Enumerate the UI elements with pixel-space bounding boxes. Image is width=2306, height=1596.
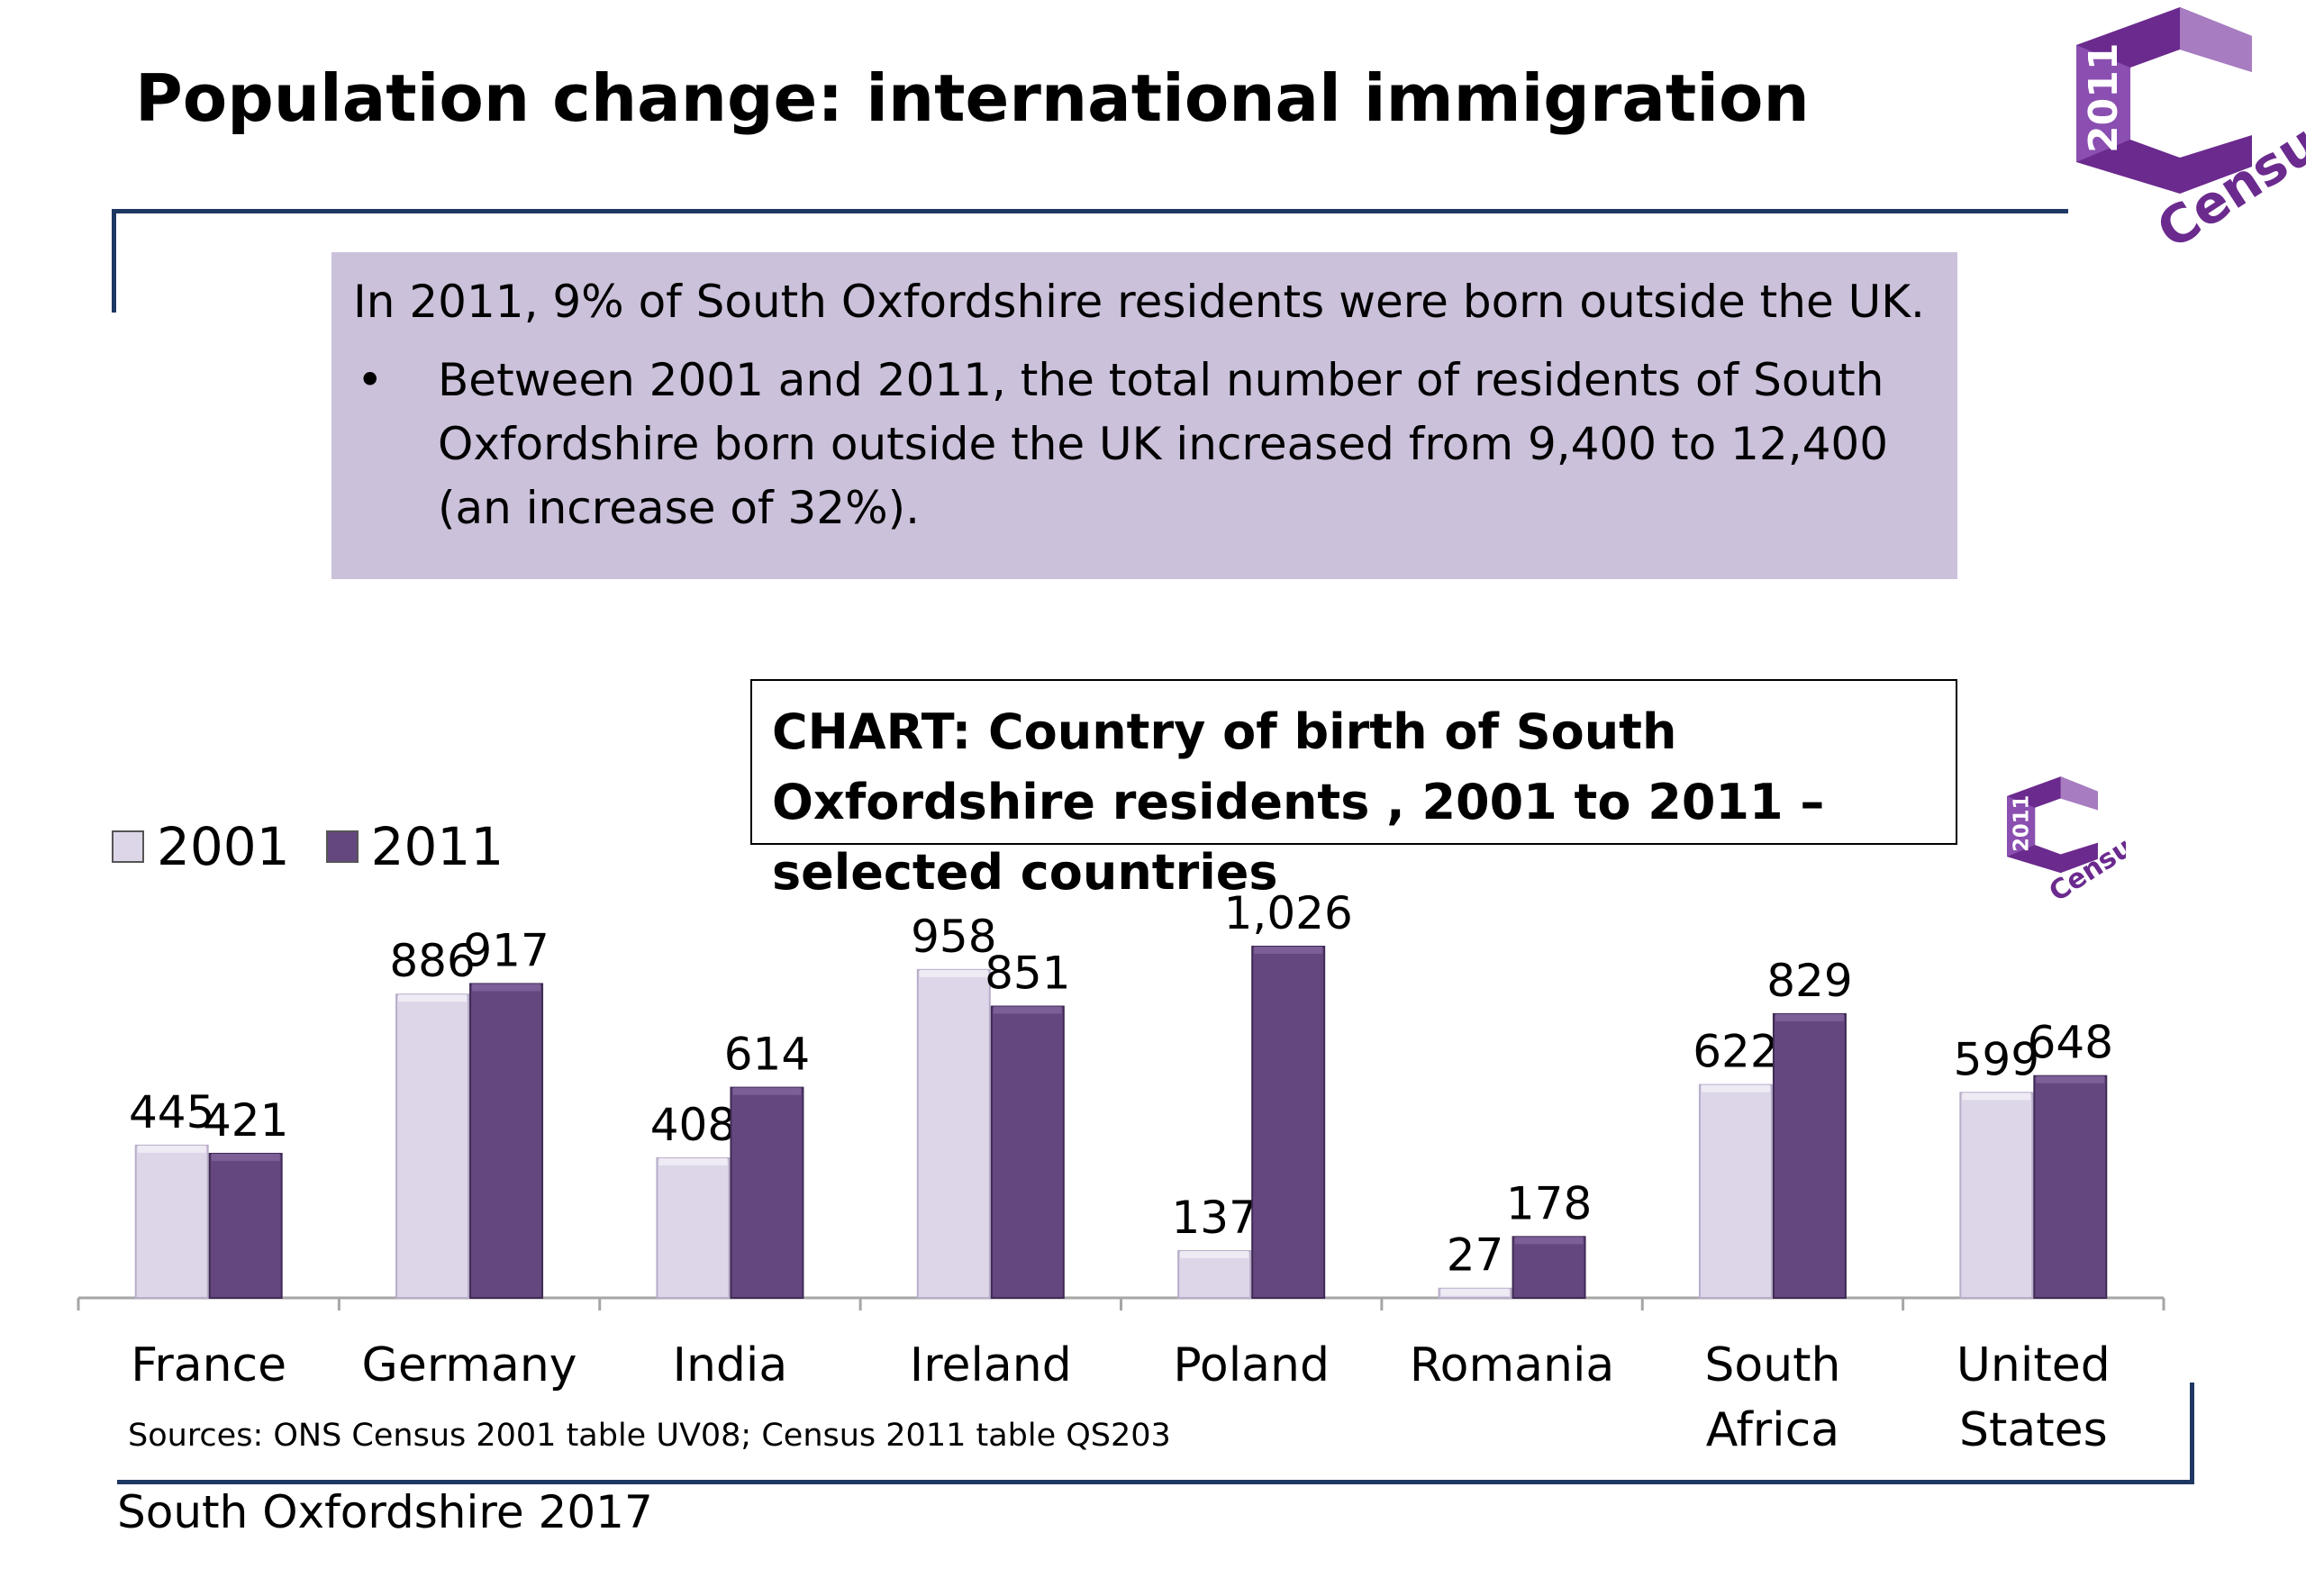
census-logo-small-c-shape [2007, 776, 2098, 874]
info-line: In 2011, 9% of South Oxfordshire residen… [353, 276, 1925, 328]
bar-top-highlight [919, 969, 988, 977]
bar-2011-united-states [2033, 1075, 2108, 1299]
bar-top-highlight [137, 1145, 206, 1153]
bar-top-highlight [993, 1006, 1062, 1014]
footer-text: South Oxfordshire 2017 [117, 1486, 653, 1538]
legend-item-2001: 2001 [112, 816, 290, 877]
bar-top-highlight [1962, 1093, 2031, 1101]
data-label-2011: 648 [2028, 1017, 2113, 1069]
x-tick-label: South [1704, 1338, 1840, 1392]
data-label-2011: 851 [985, 948, 1070, 1000]
bar-top-highlight [732, 1087, 802, 1095]
bullet-mark: • [357, 354, 384, 406]
top-rule-corner [112, 209, 116, 313]
bar-top-highlight [2036, 1075, 2105, 1084]
census-logo-small-year: 2011 [2010, 795, 2033, 852]
bar-top-highlight [1514, 1237, 1584, 1245]
bar-2001-ireland [916, 968, 991, 1299]
data-label-2001: 27 [1447, 1229, 1504, 1282]
chart-legend: 2001 2011 [112, 816, 540, 877]
x-tick-label: Romania [1410, 1338, 1614, 1392]
bar-2011-south-africa [1772, 1012, 1847, 1300]
bar-2011-romania [1512, 1236, 1586, 1300]
bar-2001-south-africa [1698, 1084, 1773, 1300]
info-bullet: • Between 2001 and 2011, the total numbe… [353, 349, 1936, 540]
x-tick-label: States [1959, 1403, 2108, 1457]
data-label-2001: 408 [650, 1099, 736, 1151]
page-title: Population change: international immigra… [135, 60, 1810, 136]
bar-top-highlight [1440, 1288, 1510, 1296]
legend-label-2001: 2001 [157, 816, 290, 877]
bar-top-highlight [398, 994, 468, 1002]
legend-swatch-2011 [325, 830, 359, 863]
data-label-2011: 421 [203, 1094, 288, 1147]
bar-top-highlight [211, 1153, 280, 1161]
data-label-2001: 599 [1954, 1033, 2039, 1085]
bar-2001-france [134, 1144, 209, 1299]
x-tick-label: United [1956, 1338, 2111, 1392]
x-tick-label: Ireland [910, 1338, 1072, 1392]
data-label-2001: 958 [911, 911, 996, 963]
bar-2001-united-states [1959, 1092, 2034, 1299]
x-tick-label: Africa [1706, 1403, 1839, 1457]
data-label-2001: 137 [1171, 1192, 1257, 1244]
chart-title: CHART: Country of birth of South Oxfords… [750, 679, 1957, 901]
x-tick-label: France [131, 1338, 286, 1392]
bar-top-highlight [658, 1157, 728, 1165]
data-label-2001: 886 [389, 935, 475, 987]
x-tick-label: Germany [362, 1338, 577, 1392]
data-label-2001: 622 [1693, 1026, 1778, 1078]
bar-top-highlight [1701, 1084, 1770, 1093]
bar-top-highlight [1180, 1250, 1249, 1258]
x-tick-label: Poland [1173, 1338, 1330, 1392]
bottom-rule-corner [2190, 1383, 2194, 1484]
data-label-2001: 445 [129, 1086, 214, 1138]
census-logo: 2011 Census [2076, 7, 2306, 261]
legend-swatch-2001 [112, 830, 144, 863]
sources-note: Sources: ONS Census 2001 table UV08; Cen… [128, 1418, 1171, 1454]
bar-2011-france [208, 1152, 283, 1299]
info-box: In 2011, 9% of South Oxfordshire residen… [331, 252, 1957, 579]
bullet-text: Between 2001 and 2011, the total number … [438, 354, 1889, 534]
bar-2011-india [730, 1086, 804, 1299]
bar-2011-ireland [990, 1005, 1065, 1300]
legend-label-2011: 2011 [370, 816, 504, 877]
bar-2011-germany [469, 983, 544, 1299]
data-label-2011: 829 [1766, 955, 1852, 1007]
bar-top-highlight [1254, 947, 1323, 954]
data-label-2011: 178 [1506, 1177, 1592, 1229]
bar-2001-germany [395, 993, 470, 1300]
bottom-rule [117, 1480, 2194, 1484]
census-logo-year: 2011 [2081, 43, 2127, 153]
data-label-2011: 917 [463, 924, 549, 976]
bar-2011-poland [1251, 946, 1326, 1299]
x-tick-label: India [673, 1338, 788, 1392]
data-label-2011: 614 [724, 1029, 810, 1081]
data-label-2011: 1,026 [1224, 887, 1353, 939]
bar-top-highlight [472, 984, 541, 992]
bar-top-highlight [1775, 1013, 1844, 1021]
census-logo-c-shape [2076, 7, 2252, 194]
bar-2001-india [656, 1156, 731, 1299]
top-rule [112, 209, 2068, 213]
census-logo-small: 2011 Census [2007, 776, 2126, 908]
legend-item-2011: 2011 [325, 816, 504, 877]
